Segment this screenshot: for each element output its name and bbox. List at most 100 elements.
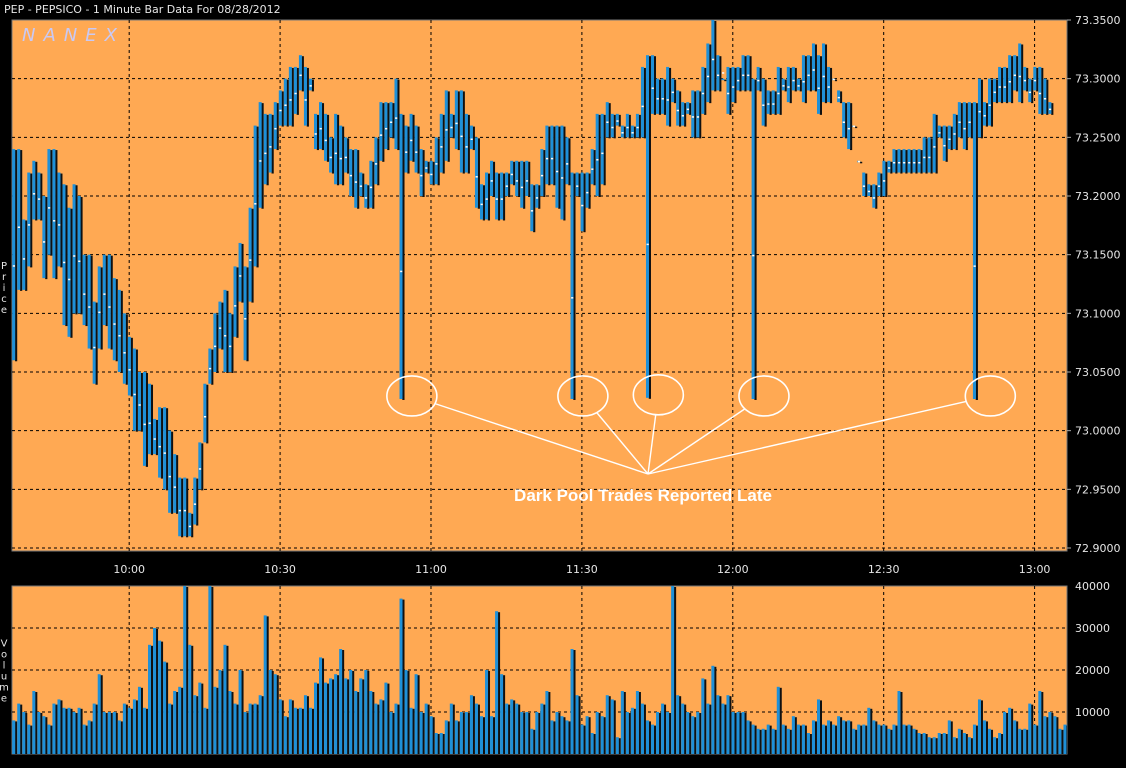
volume-bar-shadow: [55, 704, 58, 754]
volume-bar: [686, 712, 690, 754]
volume-bar-shadow: [1091, 713, 1093, 755]
price-bar-tick: [948, 138, 951, 141]
price-bar-shadow: [417, 126, 420, 174]
price-bar-shadow: [553, 126, 556, 186]
price-bar: [530, 184, 534, 232]
volume-bar: [359, 678, 363, 754]
price-bar-tick: [279, 109, 282, 112]
price-bar-tick: [767, 103, 770, 105]
volume-bar-shadow: [467, 713, 470, 754]
volume-bar: [193, 695, 197, 754]
volume-bar-shadow: [538, 713, 541, 754]
price-bar-tick: [757, 79, 760, 82]
volume-bar: [117, 720, 121, 754]
price-bar: [882, 160, 886, 196]
price-bar-tick: [299, 74, 302, 77]
price-bar: [359, 172, 363, 196]
volume-bar-shadow: [296, 708, 299, 754]
price-bar: [228, 313, 232, 372]
price-bar-shadow: [367, 185, 370, 209]
volume-bar-shadow: [623, 692, 626, 754]
price-bar: [972, 102, 976, 399]
price-axis-label-letter: r: [2, 272, 7, 283]
price-bar-shadow: [694, 91, 697, 139]
price-bar-shadow: [175, 455, 179, 514]
volume-bar-shadow: [236, 704, 239, 754]
price-bar-shadow: [512, 161, 516, 186]
price-bar: [907, 149, 911, 173]
annotation-circle: [964, 375, 1017, 417]
price-bar-tick: [893, 161, 896, 164]
price-bar: [671, 78, 675, 103]
price-bar: [117, 289, 121, 372]
volume-bar-shadow: [724, 704, 727, 754]
volume-bar-shadow: [995, 738, 999, 754]
price-bar-tick: [505, 185, 508, 187]
volume-bar: [132, 699, 136, 754]
volume-bar: [389, 712, 393, 754]
volume-bar: [1038, 691, 1042, 754]
price-bar: [168, 430, 172, 513]
price-bar-shadow: [668, 67, 672, 127]
volume-bar-shadow: [759, 729, 762, 754]
volume-axis-label-letter: V: [1, 639, 8, 650]
price-bar: [625, 113, 629, 138]
price-bar-tick: [460, 135, 463, 138]
price-bar: [1013, 55, 1017, 91]
price-bar-shadow: [814, 44, 817, 92]
volume-bar-shadow: [714, 666, 717, 754]
price-tick-label: 73.2000: [1075, 190, 1121, 203]
time-tick-label: 12:00: [717, 563, 749, 576]
price-bar-shadow: [75, 185, 78, 315]
volume-bar: [97, 674, 101, 754]
volume-bar: [319, 657, 323, 754]
volume-bar: [842, 720, 846, 754]
volume-bar: [1063, 724, 1067, 754]
price-bar: [827, 66, 831, 103]
price-bar-tick: [943, 144, 946, 147]
price-bar-shadow: [895, 150, 898, 174]
price-bar-tick: [410, 139, 413, 142]
volume-bar: [12, 720, 16, 754]
volume-bar: [142, 707, 146, 754]
price-bar-shadow: [593, 150, 596, 186]
price-bar: [22, 219, 26, 290]
price-bar-tick: [898, 161, 901, 164]
price-bar-shadow: [930, 138, 933, 174]
volume-bar: [882, 724, 886, 754]
price-bar-tick: [822, 75, 825, 78]
price-bar-shadow: [246, 267, 249, 362]
price-bar: [540, 149, 544, 196]
volume-bar-shadow: [543, 704, 546, 754]
price-bar-shadow: [945, 126, 948, 162]
volume-bar: [485, 670, 489, 754]
volume-bar-shadow: [457, 721, 460, 754]
volume-bar: [163, 661, 167, 754]
price-bar-shadow: [392, 103, 395, 139]
price-bar-tick: [93, 346, 96, 349]
volume-bar-shadow: [709, 704, 712, 754]
price-bar: [389, 102, 393, 138]
price-bar-shadow: [834, 79, 838, 82]
volume-bar: [640, 703, 644, 754]
price-bar-tick: [852, 125, 856, 128]
price-bar: [711, 20, 715, 91]
price-bar-tick: [239, 275, 242, 277]
price-bar-shadow: [563, 126, 566, 221]
price-bar: [369, 160, 373, 208]
volume-bar-shadow: [1122, 688, 1124, 755]
volume-bar-shadow: [704, 679, 707, 754]
price-bar-shadow: [346, 138, 350, 174]
volume-bar-shadow: [125, 704, 128, 754]
volume-bar: [344, 678, 348, 754]
price-bar-shadow: [769, 91, 772, 115]
price-bar-shadow: [809, 56, 812, 92]
volume-bar-shadow: [256, 704, 259, 754]
volume-bar: [208, 586, 212, 754]
volume-bar: [414, 674, 418, 754]
price-bar-tick: [22, 258, 26, 260]
volume-bar: [263, 615, 267, 754]
volume-bar: [776, 686, 780, 754]
price-bar-shadow: [90, 255, 93, 350]
price-bar-tick: [510, 173, 513, 176]
